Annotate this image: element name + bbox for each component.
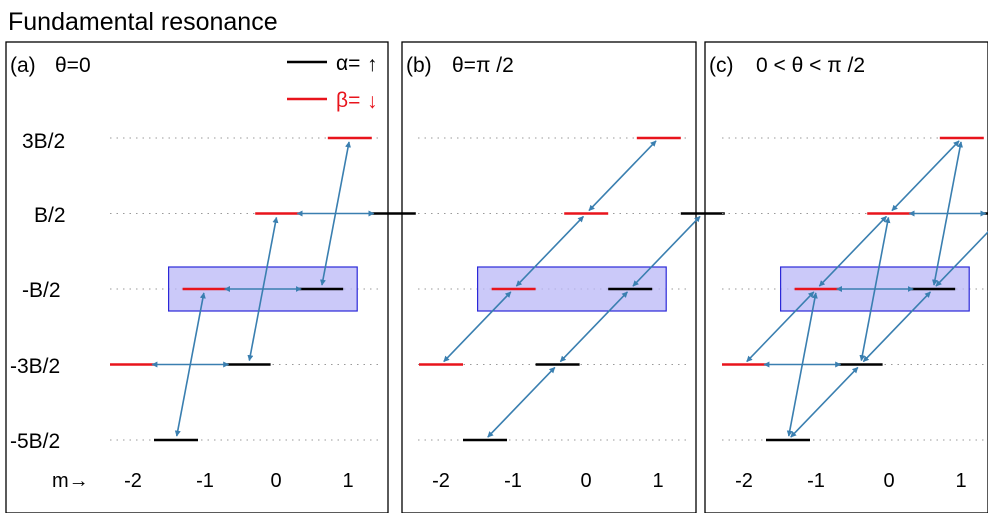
y-label-B-2: B/2 [34,204,66,227]
legend-alpha-up-arrow-icon: ↑ [367,53,378,76]
figure-title: Fundamental resonance [8,8,278,36]
tick-label: -2 [735,470,753,492]
y-label-minus-3B-2: -3B/2 [10,355,60,378]
tick-label: 0 [883,470,894,492]
legend-beta-down-arrow-icon: ↓ [367,90,378,113]
panel-b-label: (b) [406,54,432,77]
panel-a-label: (a) [10,54,36,77]
tick-label: -2 [432,470,450,492]
panel-a-content [110,136,416,442]
tick-label: -1 [196,470,214,492]
panel-c-ticks: -2 -1 0 1 [735,470,966,492]
tick-label: 1 [342,470,353,492]
panel-c-frame [704,41,988,513]
panel-b-ticks: -2 -1 0 1 [432,470,663,492]
transition-arrow [935,215,988,287]
transition-arrow [588,140,657,212]
tick-label: -2 [124,470,142,492]
x-axis-prefix: m→ [52,470,89,492]
panel-c-label: (c) [709,54,734,77]
transition-arrow [818,215,888,287]
panel-b-condition: θ=π /2 [452,54,514,77]
tick-label: 1 [652,470,663,492]
panel-c-content [722,136,988,442]
legend-beta-label: β= [336,89,360,112]
y-label-minus-5B-2: -5B/2 [10,430,60,453]
y-label-minus-B-2: -B/2 [22,279,61,302]
transition-arrow [515,215,585,287]
panel-a-ticks: -2 -1 0 1 [124,470,353,492]
panel-c-condition: 0 < θ < π /2 [756,54,865,77]
legend-alpha-label: α= [336,52,360,75]
transition-arrow [632,215,701,287]
panel-b-content [418,136,725,442]
tick-label: 0 [270,470,281,492]
transition-arrow [746,291,815,363]
y-axis-labels: 3B/2 B/2 -B/2 -3B/2 -5B/2 [10,130,66,453]
transition-arrow [790,366,859,438]
panel-a-condition: θ=0 [55,54,91,77]
tick-label: -1 [807,470,825,492]
transition-arrow [559,291,629,363]
tick-label: 0 [580,470,591,492]
tick-label: -1 [504,470,522,492]
transition-arrow [862,291,932,363]
panel-a-frame [5,41,389,513]
transition-arrow [891,140,960,212]
transition-arrow [443,291,512,363]
transition-arrow [487,366,556,438]
tick-label: 1 [955,470,966,492]
legend: α= ↑ β= ↓ [287,52,378,113]
y-label-3B-2: 3B/2 [22,130,65,153]
